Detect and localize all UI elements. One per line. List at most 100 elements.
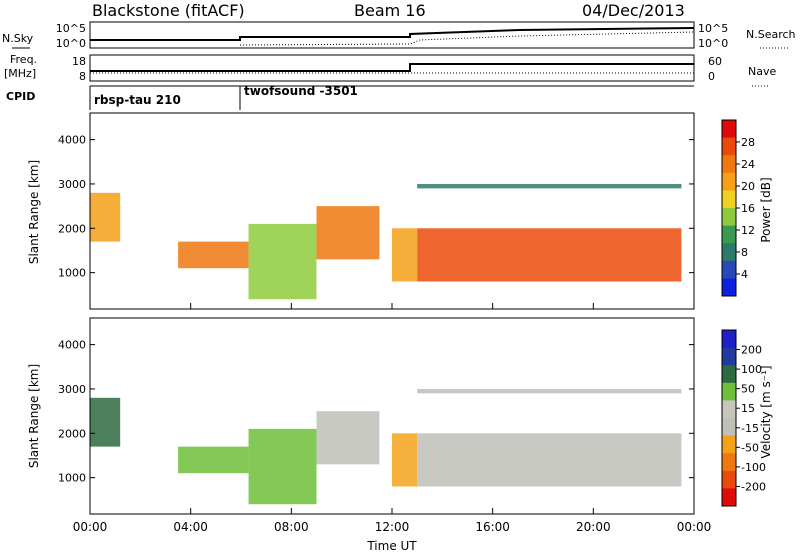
scatter-region-2 bbox=[248, 223, 317, 300]
velocity-yticks: 1000 2000 3000 4000 bbox=[58, 339, 694, 485]
y-tick-label: 1000 bbox=[58, 472, 86, 485]
colorbar-tick-label: 16 bbox=[741, 202, 755, 215]
date-title: 04/Dec/2013 bbox=[582, 1, 685, 20]
colorbar-segment bbox=[722, 137, 736, 156]
scatter-region-4 bbox=[392, 228, 418, 282]
noise-left-tick-bottom: 10^0 bbox=[56, 37, 86, 50]
x-tick-label: 12:00 bbox=[375, 520, 410, 534]
freq-left-label-2: [MHz] bbox=[4, 67, 36, 80]
colorbar-segment bbox=[722, 155, 736, 174]
colorbar-tick-label: -100 bbox=[741, 461, 766, 474]
x-tick-label: 20:00 bbox=[576, 520, 611, 534]
power-colorbar-label: Power [dB] bbox=[759, 177, 773, 242]
x-tick-label: 16:00 bbox=[475, 520, 510, 534]
colorbar-segment bbox=[722, 190, 736, 209]
colorbar-tick-label: 15 bbox=[741, 402, 755, 415]
beam-title: Beam 16 bbox=[354, 1, 426, 20]
y-tick-label: 3000 bbox=[58, 178, 86, 191]
power-plot bbox=[90, 183, 682, 300]
colorbar-segment bbox=[722, 330, 736, 349]
y-tick-label: 1000 bbox=[58, 267, 86, 280]
colorbar-segment bbox=[722, 208, 736, 227]
power-yticks: 1000 2000 3000 4000 bbox=[58, 134, 694, 280]
colorbar-tick-label: 8 bbox=[741, 246, 748, 259]
colorbar-tick-label: -200 bbox=[741, 480, 766, 493]
colorbar-segment bbox=[722, 278, 736, 297]
freq-right-label: Nave bbox=[748, 65, 776, 78]
colorbar-segment bbox=[722, 172, 736, 191]
noise-right-label: N.Search bbox=[746, 28, 796, 41]
colorbar-segment bbox=[722, 418, 736, 437]
freq-left-tick-bottom: 8 bbox=[79, 70, 86, 83]
freq-left-label-1: Freq. bbox=[10, 53, 37, 66]
colorbar-segment bbox=[722, 382, 736, 401]
colorbar-segment bbox=[722, 400, 736, 419]
scatter-region-2 bbox=[248, 428, 317, 505]
noise-left-label: N.Sky bbox=[2, 32, 34, 45]
scatter-region-1 bbox=[178, 241, 249, 269]
noise-search-trace bbox=[239, 31, 695, 46]
scatter-region-0 bbox=[90, 397, 121, 447]
noise-right-tick-top: 10^5 bbox=[698, 22, 728, 35]
velocity-ylabel: Slant Range [km] bbox=[27, 364, 41, 468]
noise-right-tick-bottom: 10^0 bbox=[698, 37, 728, 50]
scatter-region-5 bbox=[417, 228, 682, 282]
freq-right-tick-top: 60 bbox=[708, 55, 722, 68]
colorbar-tick-label: -50 bbox=[741, 441, 759, 454]
cpid-program-1: rbsp-tau 210 bbox=[94, 93, 181, 107]
freq-right-tick-bottom: 0 bbox=[708, 70, 715, 83]
scatter-region-4 bbox=[392, 433, 418, 487]
scatter-region-6 bbox=[417, 388, 682, 394]
colorbar-tick-label: 12 bbox=[741, 224, 755, 237]
x-tick-label: 08:00 bbox=[274, 520, 309, 534]
freq-left-tick-top: 18 bbox=[72, 55, 86, 68]
velocity-colorbar: 200 100 50 15 -15 -50 -100 -200 bbox=[722, 330, 766, 507]
station-title: Blackstone (fitACF) bbox=[92, 1, 245, 20]
colorbar-segment bbox=[722, 243, 736, 262]
colorbar-segment bbox=[722, 435, 736, 454]
scatter-region-1 bbox=[178, 446, 249, 474]
scatter-region-6 bbox=[417, 183, 682, 189]
cpid-program-2: twofsound -3501 bbox=[244, 84, 358, 98]
scatter-region-3 bbox=[316, 206, 380, 260]
time-axis: 00:00 04:00 08:00 12:00 16:00 20:00 00:00 bbox=[73, 303, 712, 534]
velocity-colorbar-label: Velocity [m s⁻¹] bbox=[759, 365, 773, 458]
y-tick-label: 4000 bbox=[58, 339, 86, 352]
velocity-plot bbox=[90, 388, 682, 505]
noise-panel-frame bbox=[89, 21, 695, 49]
cpid-label: CPID bbox=[6, 90, 35, 103]
colorbar-tick-label: 4 bbox=[741, 268, 748, 281]
power-colorbar: 28 24 20 16 12 8 4 bbox=[722, 120, 755, 297]
colorbar-tick-label: -15 bbox=[741, 422, 759, 435]
x-tick-label: 00:00 bbox=[677, 520, 712, 534]
colorbar-segment bbox=[722, 260, 736, 279]
colorbar-segment bbox=[722, 225, 736, 244]
colorbar-segment bbox=[722, 488, 736, 507]
velocity-colorbar-frame bbox=[721, 329, 737, 507]
colorbar-segment bbox=[722, 470, 736, 489]
y-tick-label: 3000 bbox=[58, 383, 86, 396]
colorbar-segment bbox=[722, 453, 736, 472]
noise-sky-trace bbox=[90, 27, 695, 41]
time-axis-label: Time UT bbox=[366, 539, 417, 553]
colorbar-tick-label: 100 bbox=[741, 363, 762, 376]
colorbar-tick-label: 20 bbox=[741, 180, 755, 193]
colorbar-segment bbox=[722, 120, 736, 139]
x-tick-label: 04:00 bbox=[173, 520, 208, 534]
power-ylabel: Slant Range [km] bbox=[27, 160, 41, 264]
colorbar-segment bbox=[722, 347, 736, 366]
y-tick-label: 2000 bbox=[58, 427, 86, 440]
scatter-region-5 bbox=[417, 433, 682, 487]
y-tick-label: 2000 bbox=[58, 222, 86, 235]
colorbar-segment bbox=[722, 365, 736, 384]
noise-left-tick-top: 10^5 bbox=[56, 22, 86, 35]
y-tick-label: 4000 bbox=[58, 134, 86, 147]
x-tick-label: 00:00 bbox=[73, 520, 108, 534]
freq-panel-frame bbox=[89, 54, 695, 82]
power-colorbar-frame bbox=[721, 119, 737, 297]
colorbar-tick-label: 24 bbox=[741, 158, 755, 171]
colorbar-tick-label: 28 bbox=[741, 136, 755, 149]
colorbar-tick-label: 200 bbox=[741, 344, 762, 357]
scatter-region-3 bbox=[316, 411, 380, 465]
freq-trace bbox=[90, 63, 694, 72]
